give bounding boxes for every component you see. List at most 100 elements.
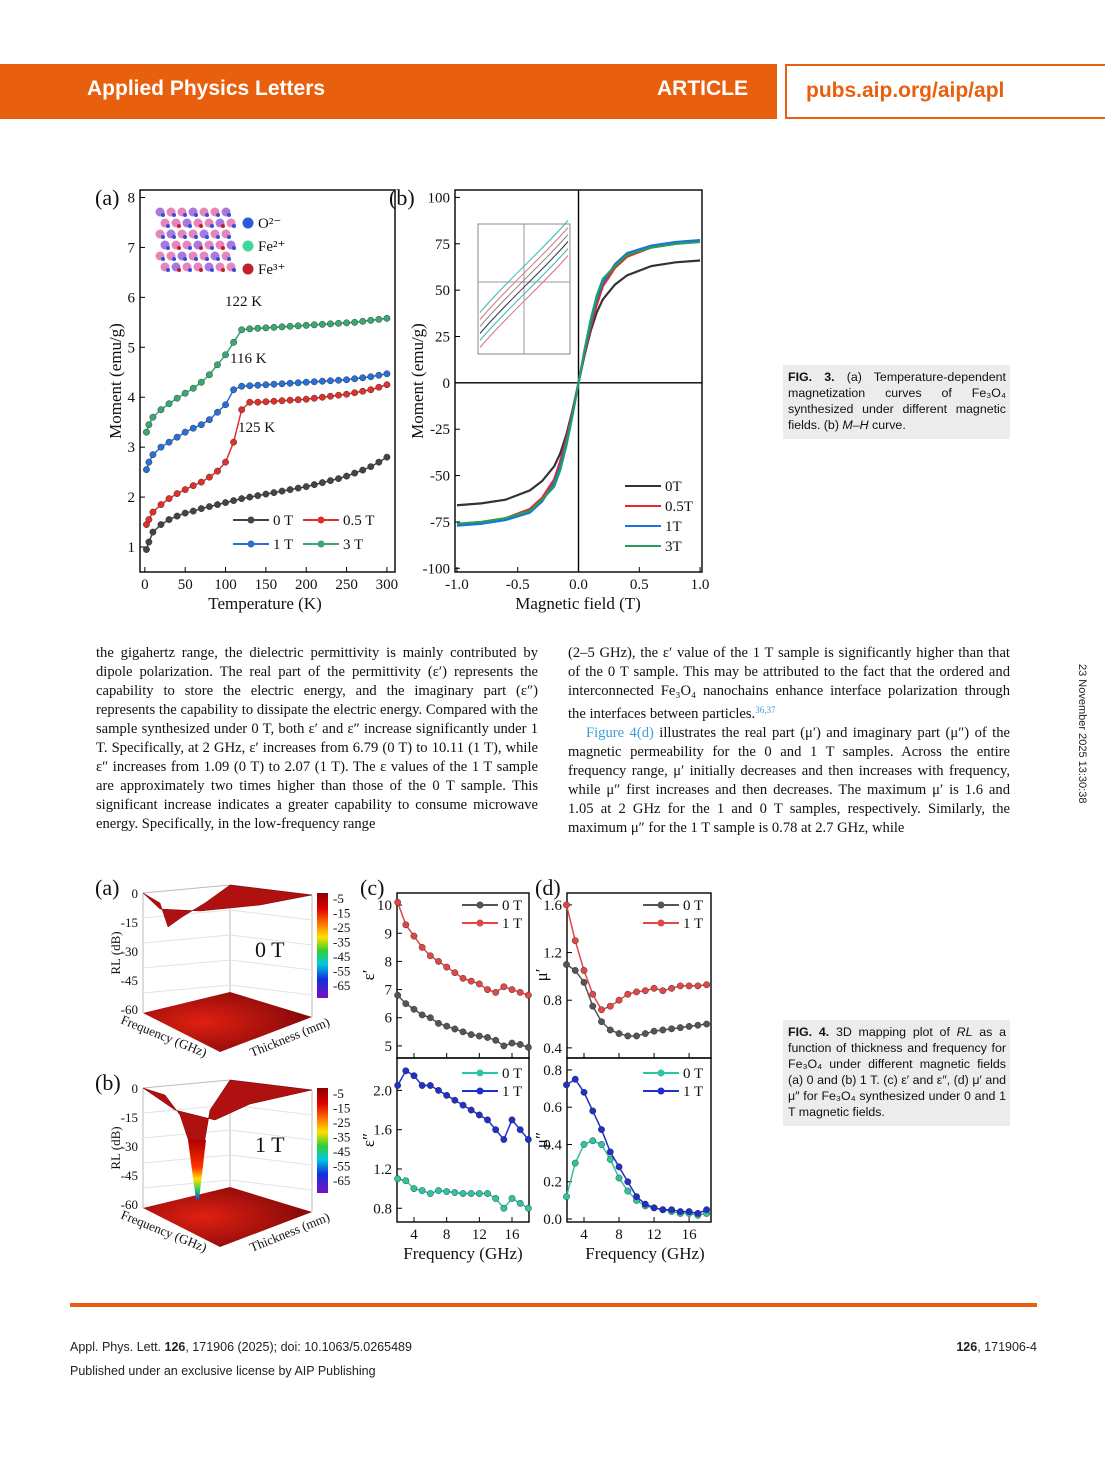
data-point: [222, 499, 229, 506]
citation-doi[interactable]: , 171906 (2025); doi: 10.1063/5.0265489: [185, 1340, 412, 1354]
data-point: [467, 1031, 475, 1039]
y-tick-label: -25: [430, 422, 450, 438]
colorbar: [317, 893, 328, 998]
data-point: [294, 396, 302, 404]
page-volume: 126: [956, 1340, 978, 1354]
data-point: [633, 1193, 640, 1201]
data-point: [641, 1030, 649, 1037]
data-point: [222, 401, 229, 409]
x-tick-label: 16: [505, 1227, 521, 1243]
y-tick-label: 50: [435, 283, 450, 299]
data-point: [475, 1190, 483, 1197]
data-point: [659, 987, 667, 995]
ion-legend-label: Fe²⁺: [258, 239, 285, 255]
x-tick-label: 12: [472, 1227, 487, 1243]
data-point: [270, 489, 278, 497]
data-point: [254, 398, 262, 406]
grid-line: [142, 934, 231, 944]
z-tick-label: 0: [132, 886, 139, 901]
colorbar-tick-label: -45: [333, 1144, 350, 1159]
data-point: [310, 378, 318, 386]
legend-marker: [476, 919, 484, 927]
y-tick-label: -75: [430, 515, 450, 531]
data-point: [418, 1082, 426, 1089]
panel-label: (c): [360, 875, 384, 900]
data-point: [475, 1111, 483, 1119]
data-point: [335, 391, 342, 399]
data-point: [351, 469, 359, 477]
legend-label: 0 T: [502, 898, 522, 914]
data-point: [262, 324, 270, 332]
y-tick-label: 6: [128, 290, 136, 306]
y-tick-label: 0.6: [543, 1100, 562, 1116]
data-point: [143, 466, 150, 474]
data-point: [589, 1002, 597, 1010]
data-point: [375, 371, 383, 379]
data-point: [367, 386, 375, 394]
data-point: [214, 501, 221, 508]
data-point: [516, 1126, 524, 1134]
data-point: [335, 475, 342, 483]
data-point: [238, 326, 246, 334]
data-point: [230, 497, 238, 504]
rl-floor-projection: [143, 992, 312, 1052]
rl-floor-projection: [143, 1187, 312, 1247]
data-point: [318, 393, 326, 401]
grid-line: [229, 934, 313, 946]
plot-frame: [566, 1057, 712, 1223]
reference-link[interactable]: 36,37: [755, 705, 776, 715]
data-point: [254, 381, 262, 389]
data-point: [230, 438, 238, 446]
data-point: [197, 505, 205, 512]
hysteresis-inset-plot: [477, 220, 571, 355]
data-point: [624, 990, 632, 998]
data-point: [451, 1189, 459, 1196]
data-point: [335, 319, 342, 327]
x-tick-label: 250: [335, 577, 358, 593]
data-point: [189, 507, 197, 515]
footer-rule: [70, 1303, 1037, 1307]
temperature-annotation: 122 K: [225, 294, 262, 310]
footer-license: Published under an exclusive license by …: [70, 1364, 376, 1378]
data-point: [222, 458, 229, 466]
data-point: [563, 961, 570, 968]
data-point: [668, 1206, 675, 1214]
data-point: [143, 546, 150, 553]
y-tick-label: 7: [385, 983, 393, 999]
data-point: [302, 378, 310, 386]
z-tick-label: -30: [121, 1139, 138, 1154]
legend-marker: [657, 901, 665, 909]
z-tick-label: -15: [121, 915, 138, 930]
data-point: [668, 984, 675, 992]
grid-line: [229, 984, 313, 996]
data-point: [589, 990, 597, 998]
legend-marker: [476, 1069, 484, 1077]
x-tick-label: 0.5: [630, 577, 649, 593]
data-point: [181, 486, 189, 494]
figure-link[interactable]: Figure 4(d): [586, 725, 654, 741]
legend-marker: [247, 540, 255, 548]
data-point: [165, 495, 173, 502]
data-point: [500, 1204, 508, 1212]
colorbar-tick-label: -25: [333, 920, 350, 935]
y-tick-label: 1.2: [373, 1162, 392, 1178]
data-point: [703, 1206, 711, 1214]
y-tick-label: 1.6: [373, 1123, 392, 1139]
legend-marker: [317, 540, 325, 548]
legend-label: 1 T: [502, 916, 522, 932]
footer-page-number: 126, 171906-4: [956, 1340, 1037, 1354]
data-point: [327, 392, 334, 400]
data-point: [205, 416, 213, 424]
data-point: [516, 1041, 524, 1048]
data-point: [157, 406, 165, 414]
data-point: [676, 1024, 684, 1032]
data-point: [351, 389, 359, 397]
journal-url-link[interactable]: pubs.aip.org/aip/apl: [785, 64, 1105, 119]
data-point: [500, 1042, 508, 1050]
data-point: [516, 1199, 524, 1207]
legend-label: 1 T: [683, 1084, 703, 1100]
data-point: [633, 988, 640, 996]
data-point: [459, 1190, 467, 1197]
grid-line: [229, 1129, 313, 1141]
data-point: [222, 351, 229, 359]
